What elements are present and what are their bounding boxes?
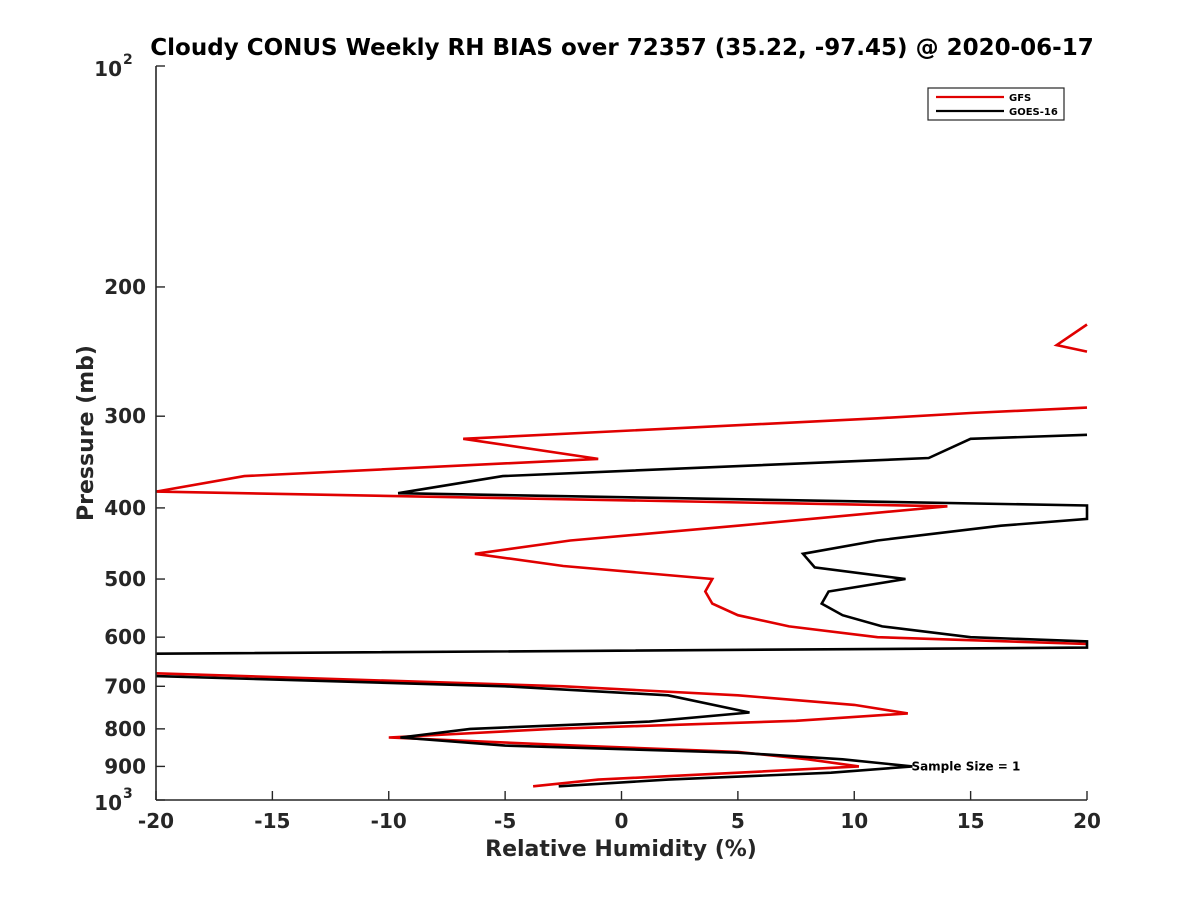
y-tick-label: 600: [104, 625, 146, 649]
y-tick-label: 200: [104, 275, 146, 299]
x-tick-label: -5: [494, 809, 516, 833]
y-axis-label: Pressure (mb): [74, 345, 99, 521]
x-tick-label: -15: [254, 809, 290, 833]
y-tick-label: 700: [104, 674, 146, 698]
x-tick-label: 20: [1073, 809, 1101, 833]
x-ticks: -20 -15 -10 -5 0 5 10 15 20: [138, 791, 1101, 833]
legend-label-goes16: GOES-16: [1009, 107, 1058, 118]
y-tick-label: 300: [104, 404, 146, 428]
x-axis-label: Relative Humidity (%): [485, 837, 757, 862]
x-tick-label: 5: [731, 809, 745, 833]
y-tick-label: 900: [104, 754, 146, 778]
y-tick-label: 800: [104, 717, 146, 741]
x-tick-label: 10: [840, 809, 868, 833]
legend-box: [927, 87, 1065, 121]
chart-title: Cloudy CONUS Weekly RH BIAS over 72357 (…: [150, 35, 1093, 61]
x-tick-label: -20: [138, 809, 174, 833]
legend: GFS GOES-16: [927, 87, 1065, 121]
y-tick-label: 400: [104, 496, 146, 520]
x-tick-label: -10: [371, 809, 407, 833]
x-tick-label: 15: [957, 809, 985, 833]
y-tick-label-power: 10: [94, 791, 122, 815]
y-tick-label-exponent: 3: [123, 786, 133, 802]
y-tick-label-power: 10: [94, 57, 122, 81]
series-line-gfs: [155, 323, 1088, 788]
plot-lines: [155, 323, 1089, 788]
sample-size-annotation: Sample Size = 1: [911, 759, 1020, 773]
legend-label-gfs: GFS: [1009, 93, 1031, 104]
x-tick-label: 0: [615, 809, 629, 833]
y-tick-label-exponent: 2: [123, 52, 133, 68]
series-line-goes16: [155, 433, 1089, 788]
y-tick-label: 500: [104, 567, 146, 591]
